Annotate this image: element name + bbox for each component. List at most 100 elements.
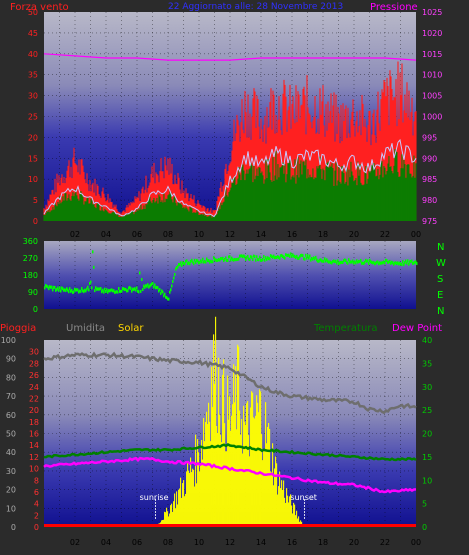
direction-point	[166, 296, 168, 300]
direction-point	[356, 259, 358, 263]
direction-point	[223, 259, 225, 263]
pressure-line	[43, 53, 417, 61]
direction-point	[282, 255, 284, 259]
direction-point	[388, 260, 390, 264]
direction-point	[133, 288, 135, 292]
direction-point	[157, 286, 159, 290]
direction-point	[383, 260, 385, 264]
direction-point	[111, 288, 113, 292]
direction-point	[67, 288, 69, 292]
direction-point	[161, 289, 163, 293]
direction-point	[339, 261, 341, 265]
direction-point	[272, 255, 274, 259]
direction-point	[48, 287, 50, 291]
direction-point	[290, 252, 292, 256]
direction-point	[47, 285, 49, 289]
solar-rain-y-tick: 28	[29, 359, 39, 368]
direction-point	[368, 261, 370, 265]
climate-x-tick: 18	[318, 538, 328, 547]
direction-point	[201, 260, 203, 264]
direction-point	[156, 285, 158, 289]
direction-point	[99, 287, 101, 291]
temperature-line	[44, 443, 417, 462]
solar-rain-y-tick: 8	[34, 476, 39, 485]
direction-point	[325, 259, 327, 263]
direction-point	[122, 287, 124, 291]
direction-point	[199, 260, 201, 264]
solar-rain-y-tick: 16	[29, 430, 39, 439]
direction-point	[375, 261, 377, 265]
direction-point	[394, 261, 396, 265]
solar-rain-y-tick: 14	[29, 441, 39, 450]
direction-point	[321, 259, 323, 263]
direction-point	[164, 292, 166, 296]
direction-point	[414, 260, 416, 264]
direction-point	[333, 259, 335, 263]
direction-point	[142, 288, 144, 292]
direction-point	[193, 262, 195, 266]
direction-point	[139, 271, 141, 275]
direction-point	[137, 289, 139, 293]
direction-point	[65, 289, 67, 293]
wind-y-tick: 0	[33, 217, 38, 226]
direction-point	[135, 288, 137, 292]
climate-x-tick: 20	[349, 538, 359, 547]
direction-y-tick: 270	[23, 254, 38, 263]
direction-point	[64, 288, 66, 292]
direction-point	[344, 258, 346, 262]
direction-point	[271, 254, 273, 258]
direction-point	[216, 259, 218, 263]
direction-point	[211, 260, 213, 264]
direction-point	[243, 254, 245, 258]
temperature-y-tick: 10	[422, 476, 432, 485]
direction-point	[302, 254, 304, 258]
direction-point	[128, 286, 130, 290]
direction-point	[370, 260, 372, 264]
dewpoint-line	[43, 456, 417, 494]
compass-e: E	[437, 290, 443, 301]
pressure-y-tick: 1025	[422, 8, 442, 17]
direction-point	[204, 260, 206, 264]
direction-point	[181, 263, 183, 267]
direction-point	[283, 255, 285, 259]
direction-point	[260, 258, 262, 262]
direction-point	[198, 261, 200, 265]
direction-point	[44, 286, 46, 290]
direction-point	[416, 262, 418, 266]
direction-point	[100, 287, 102, 291]
wind-y-tick: 10	[28, 175, 38, 184]
direction-point	[160, 291, 162, 295]
direction-point	[69, 287, 71, 291]
direction-point	[384, 261, 386, 265]
direction-point	[110, 288, 112, 292]
direction-point	[212, 260, 214, 264]
solar-rain-y-tick: 20	[29, 406, 39, 415]
solar-rain-y-tick: 12	[29, 453, 39, 462]
direction-point	[299, 255, 301, 259]
direction-point	[219, 258, 221, 262]
direction-point	[208, 259, 210, 263]
direction-point	[262, 258, 264, 262]
direction-point	[303, 257, 305, 261]
direction-point	[141, 278, 143, 282]
direction-point	[266, 257, 268, 261]
direction-point	[45, 283, 47, 287]
wind-y-tick: 40	[28, 50, 38, 59]
direction-point	[230, 258, 232, 262]
direction-point	[68, 290, 70, 294]
direction-point	[105, 290, 107, 294]
temperature-y-tick: 40	[422, 336, 432, 345]
direction-point	[203, 260, 205, 264]
direction-point	[240, 254, 242, 258]
pressure-label: Pressione	[370, 2, 418, 13]
direction-point	[55, 288, 57, 292]
direction-point	[115, 290, 117, 294]
direction-point	[146, 284, 148, 288]
direction-point	[214, 257, 216, 261]
temperature-label: Temperatura	[313, 323, 378, 334]
direction-point	[61, 286, 63, 290]
direction-point	[75, 288, 77, 292]
direction-point	[189, 262, 191, 266]
solar-rain-y-tick: 10	[29, 465, 39, 474]
direction-point	[355, 261, 357, 265]
